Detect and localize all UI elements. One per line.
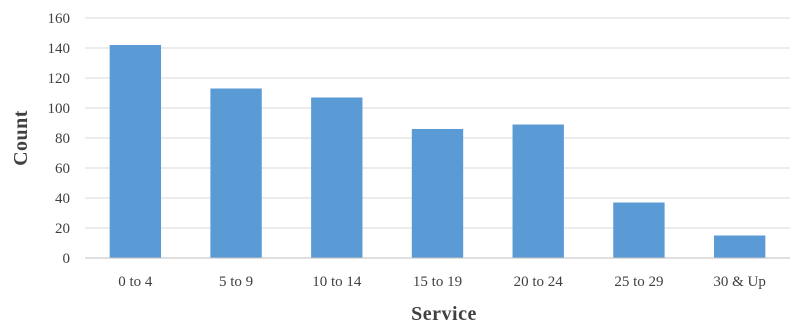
x-tick-label: 30 & Up bbox=[713, 274, 766, 290]
bar-4 bbox=[512, 124, 564, 258]
y-tick-label: 0 bbox=[63, 251, 71, 267]
bar-6 bbox=[713, 235, 766, 258]
bar-0 bbox=[109, 45, 162, 258]
bar-2 bbox=[311, 97, 363, 258]
y-tick-label: 80 bbox=[55, 131, 70, 147]
x-tick-label: 25 to 29 bbox=[614, 274, 663, 290]
y-tick-label: 100 bbox=[48, 101, 71, 117]
x-tick-label: 0 to 4 bbox=[118, 274, 153, 290]
x-tick-label: 20 to 24 bbox=[514, 274, 564, 290]
y-tick-label: 60 bbox=[55, 161, 70, 177]
bars bbox=[109, 45, 766, 258]
x-tick-label: 5 to 9 bbox=[219, 274, 253, 290]
x-axis-title: Service bbox=[411, 303, 477, 325]
bar-5 bbox=[613, 202, 665, 258]
bar-3 bbox=[411, 129, 464, 258]
y-tick-label: 40 bbox=[55, 191, 70, 207]
x-axis-ticks: 0 to 4 5 to 9 10 to 14 15 to 19 20 to 24 25 t… bbox=[118, 274, 766, 290]
y-axis-title: Count bbox=[10, 110, 32, 166]
y-tick-label: 120 bbox=[48, 71, 71, 87]
y-tick-label: 160 bbox=[48, 11, 71, 27]
x-tick-label: 10 to 14 bbox=[312, 274, 362, 290]
x-tick-label: 15 to 19 bbox=[413, 274, 462, 290]
y-tick-label: 20 bbox=[55, 221, 70, 237]
bar-1 bbox=[210, 88, 262, 258]
y-tick-label: 140 bbox=[48, 41, 71, 57]
y-axis-ticks: 0 20 40 60 80 100 120 140 160 bbox=[48, 11, 71, 267]
